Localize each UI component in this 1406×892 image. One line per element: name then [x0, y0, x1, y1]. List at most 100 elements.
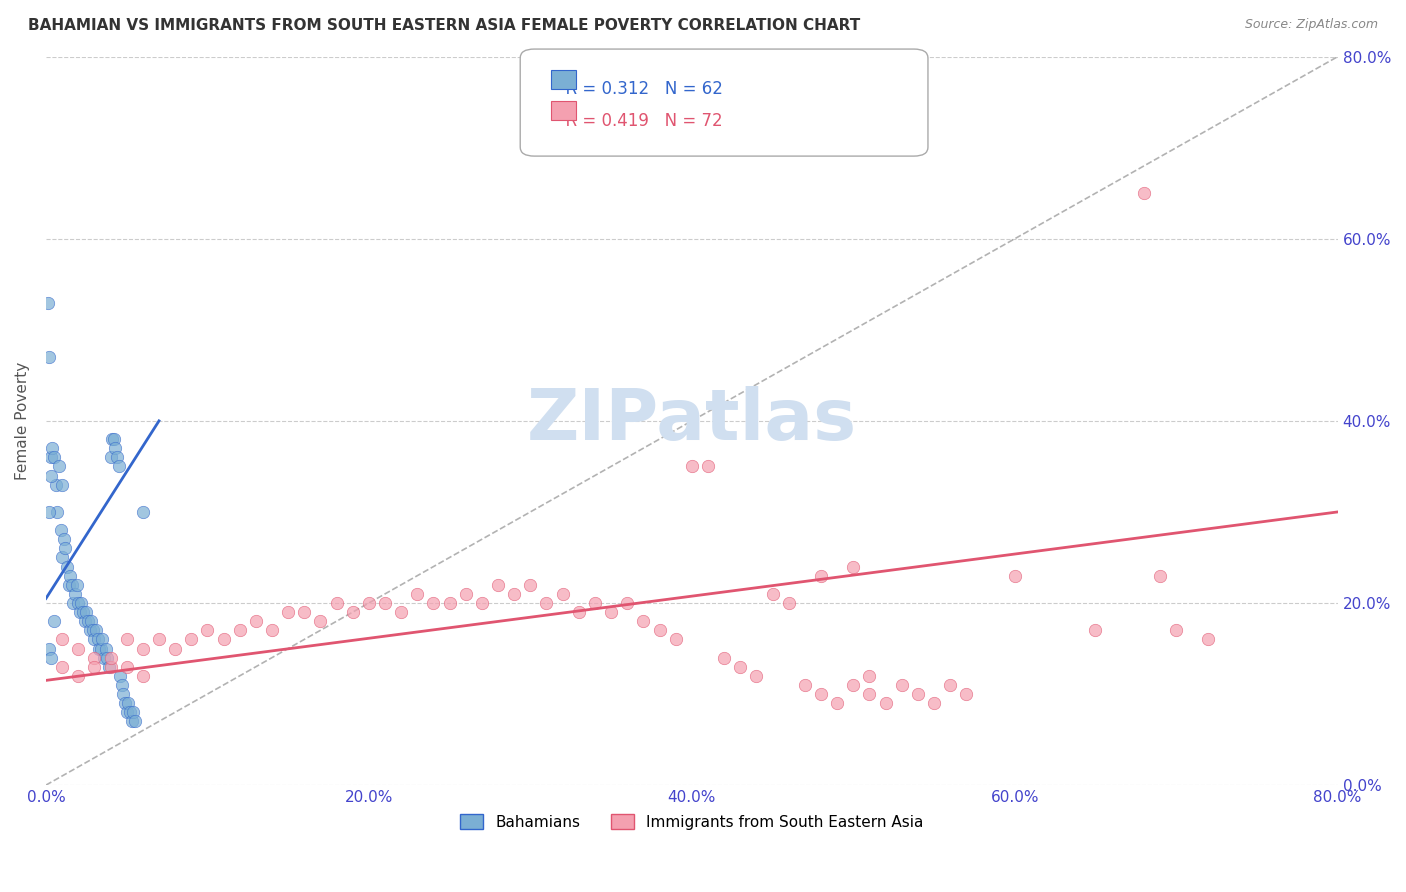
Immigrants from South Eastern Asia — [778, 596, 800, 610]
Bahamians — [52, 533, 75, 547]
Bahamians — [121, 714, 143, 729]
Immigrants from South Eastern Asia — [486, 578, 509, 592]
Immigrants from South Eastern Asia — [325, 596, 347, 610]
Immigrants from South Eastern Asia — [697, 459, 720, 474]
Immigrants from South Eastern Asia — [1004, 568, 1026, 582]
Bahamians — [58, 578, 80, 592]
Immigrants from South Eastern Asia — [83, 659, 105, 673]
Immigrants from South Eastern Asia — [825, 696, 848, 710]
Immigrants from South Eastern Asia — [810, 687, 832, 701]
Bahamians — [39, 450, 62, 465]
Immigrants from South Eastern Asia — [551, 587, 574, 601]
Immigrants from South Eastern Asia — [100, 650, 122, 665]
Immigrants from South Eastern Asia — [519, 578, 541, 592]
Bahamians — [73, 614, 96, 628]
Immigrants from South Eastern Asia — [471, 596, 494, 610]
Immigrants from South Eastern Asia — [681, 459, 703, 474]
Text: BAHAMIAN VS IMMIGRANTS FROM SOUTH EASTERN ASIA FEMALE POVERTY CORRELATION CHART: BAHAMIAN VS IMMIGRANTS FROM SOUTH EASTER… — [28, 18, 860, 33]
Bahamians — [67, 596, 90, 610]
Immigrants from South Eastern Asia — [890, 678, 912, 692]
Bahamians — [114, 696, 136, 710]
Bahamians — [100, 450, 122, 465]
Bahamians — [38, 641, 60, 656]
Immigrants from South Eastern Asia — [132, 641, 155, 656]
Immigrants from South Eastern Asia — [745, 669, 768, 683]
Immigrants from South Eastern Asia — [309, 614, 332, 628]
Immigrants from South Eastern Asia — [1084, 624, 1107, 638]
Immigrants from South Eastern Asia — [439, 596, 461, 610]
Immigrants from South Eastern Asia — [389, 605, 412, 619]
Immigrants from South Eastern Asia — [842, 559, 865, 574]
Legend: Bahamians, Immigrants from South Eastern Asia: Bahamians, Immigrants from South Eastern… — [454, 807, 929, 836]
Immigrants from South Eastern Asia — [648, 624, 671, 638]
Immigrants from South Eastern Asia — [115, 632, 138, 647]
Immigrants from South Eastern Asia — [228, 624, 250, 638]
Bahamians — [86, 632, 108, 647]
Immigrants from South Eastern Asia — [197, 624, 219, 638]
Bahamians — [132, 505, 155, 519]
Immigrants from South Eastern Asia — [858, 687, 880, 701]
Immigrants from South Eastern Asia — [212, 632, 235, 647]
Immigrants from South Eastern Asia — [922, 696, 945, 710]
Bahamians — [82, 624, 104, 638]
Immigrants from South Eastern Asia — [842, 678, 865, 692]
Bahamians — [112, 687, 135, 701]
Bahamians — [39, 650, 62, 665]
Bahamians — [62, 596, 84, 610]
Text: R = 0.312   N = 62: R = 0.312 N = 62 — [555, 80, 723, 98]
Immigrants from South Eastern Asia — [858, 669, 880, 683]
Bahamians — [70, 596, 93, 610]
Immigrants from South Eastern Asia — [713, 650, 735, 665]
Immigrants from South Eastern Asia — [1149, 568, 1171, 582]
Immigrants from South Eastern Asia — [1166, 624, 1188, 638]
Immigrants from South Eastern Asia — [357, 596, 380, 610]
Immigrants from South Eastern Asia — [406, 587, 429, 601]
Bahamians — [105, 450, 128, 465]
Bahamians — [39, 468, 62, 483]
Immigrants from South Eastern Asia — [875, 696, 897, 710]
Bahamians — [77, 614, 100, 628]
Bahamians — [118, 705, 141, 719]
Bahamians — [48, 459, 70, 474]
Immigrants from South Eastern Asia — [454, 587, 477, 601]
Immigrants from South Eastern Asia — [633, 614, 655, 628]
Immigrants from South Eastern Asia — [83, 650, 105, 665]
Bahamians — [97, 659, 120, 673]
Immigrants from South Eastern Asia — [374, 596, 396, 610]
Bahamians — [83, 632, 105, 647]
Immigrants from South Eastern Asia — [245, 614, 267, 628]
Immigrants from South Eastern Asia — [761, 587, 783, 601]
Bahamians — [103, 432, 125, 446]
Bahamians — [96, 650, 118, 665]
Bahamians — [45, 477, 67, 491]
Immigrants from South Eastern Asia — [583, 596, 606, 610]
Immigrants from South Eastern Asia — [132, 669, 155, 683]
Bahamians — [93, 650, 115, 665]
Bahamians — [90, 641, 112, 656]
Bahamians — [38, 505, 60, 519]
Immigrants from South Eastern Asia — [1133, 186, 1156, 201]
Immigrants from South Eastern Asia — [165, 641, 187, 656]
Bahamians — [117, 696, 139, 710]
Bahamians — [94, 641, 117, 656]
Immigrants from South Eastern Asia — [536, 596, 558, 610]
Immigrants from South Eastern Asia — [503, 587, 526, 601]
Bahamians — [51, 477, 73, 491]
Immigrants from South Eastern Asia — [568, 605, 591, 619]
Bahamians — [79, 624, 101, 638]
Bahamians — [124, 714, 146, 729]
Immigrants from South Eastern Asia — [939, 678, 962, 692]
Immigrants from South Eastern Asia — [955, 687, 977, 701]
Immigrants from South Eastern Asia — [67, 641, 90, 656]
Bahamians — [122, 705, 145, 719]
Bahamians — [107, 459, 129, 474]
Bahamians — [101, 432, 124, 446]
Bahamians — [60, 578, 83, 592]
Bahamians — [46, 505, 69, 519]
Immigrants from South Eastern Asia — [51, 632, 73, 647]
Bahamians — [38, 350, 60, 364]
Bahamians — [42, 614, 65, 628]
Y-axis label: Female Poverty: Female Poverty — [15, 362, 30, 480]
Bahamians — [75, 605, 97, 619]
Bahamians — [91, 632, 114, 647]
